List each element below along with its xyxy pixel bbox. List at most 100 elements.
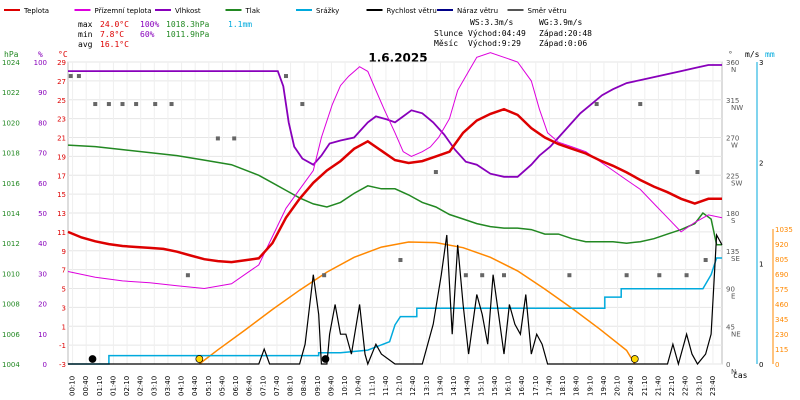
hpa-tick-label: 1016 — [2, 180, 20, 188]
axes: 1024102210201018101610141012101010081006… — [2, 59, 793, 396]
time-tick-label: 12:40 — [409, 376, 417, 396]
time-tick-label: 03:40 — [164, 376, 172, 396]
ms-tick-label: 2 — [759, 160, 763, 168]
mm-tick-label: 690 — [775, 271, 788, 279]
wind-dir-dot — [93, 102, 98, 107]
event-marker — [195, 355, 204, 363]
stat-avg-temp: 16.1°C — [100, 40, 129, 49]
pct-unit: % — [38, 50, 43, 59]
dir-name-label: NW — [731, 104, 743, 112]
wind-speed-line — [68, 232, 723, 367]
celsius-tick-label: 27 — [57, 78, 66, 86]
time-tick-label: 23:10 — [695, 376, 703, 396]
plot-grid — [67, 61, 723, 365]
dir-name-label: SE — [731, 255, 740, 263]
markers — [68, 74, 708, 363]
event-marker — [321, 355, 330, 363]
dir-tick-label: 225 — [726, 172, 739, 180]
stat-rain-total: 1.1mm — [228, 20, 252, 29]
celsius-tick-label: -3 — [59, 361, 66, 369]
ms-unit: m/s — [745, 50, 760, 59]
time-tick-label: 05:10 — [205, 376, 213, 396]
stat-min-press: 1011.9hPa — [166, 30, 210, 39]
sunrise-text: Východ:04:49 — [468, 29, 526, 38]
stat-max-temp: 24.0°C — [100, 20, 129, 29]
x-axis-label: čas — [733, 370, 748, 380]
hpa-tick-label: 1010 — [2, 270, 20, 278]
time-tick-label: 04:10 — [178, 376, 186, 396]
time-tick-label: 04:40 — [191, 376, 199, 396]
time-tick-label: 22:40 — [682, 376, 690, 396]
wind-dir-dot — [134, 102, 139, 107]
time-tick-label: 09:40 — [327, 376, 335, 396]
dir-name-label: E — [731, 293, 735, 301]
wind-speed-info: WS:3.3m/s — [470, 18, 514, 27]
wind-dir-dot — [703, 258, 708, 263]
wind-dir-dot — [215, 136, 220, 141]
moon-label: Měsíc — [434, 39, 458, 48]
hpa-tick-label: 1018 — [2, 150, 20, 158]
time-tick-label: 16:10 — [505, 376, 513, 396]
hpa-tick-label: 1020 — [2, 119, 20, 127]
celsius-tick-label: 7 — [62, 267, 66, 275]
celsius-tick-label: 9 — [62, 248, 66, 256]
wind-dir-dot — [638, 102, 643, 107]
time-tick-label: 16:40 — [518, 376, 526, 396]
dir-name-label: NE — [731, 330, 741, 338]
legend-label: Náraz větru — [457, 7, 498, 15]
time-tick-label: 13:10 — [423, 376, 431, 396]
pct-tick-label: 60 — [38, 180, 47, 188]
ms-tick-label: 3 — [759, 59, 763, 67]
ms-tick-label: 0 — [759, 361, 763, 369]
time-tick-label: 05:40 — [218, 376, 226, 396]
celsius-tick-label: 15 — [57, 191, 66, 199]
mm-tick-label: 0 — [775, 361, 779, 369]
dir-tick-label: 90 — [726, 286, 735, 294]
stat-avg-label: avg — [78, 40, 93, 49]
celsius-tick-label: 1 — [62, 323, 66, 331]
mm-tick-label: 1035 — [775, 226, 793, 234]
celsius-unit: °C — [58, 50, 68, 59]
time-tick-label: 14:10 — [450, 376, 458, 396]
time-tick-label: 17:40 — [545, 376, 553, 396]
celsius-tick-label: 5 — [62, 286, 66, 294]
dir-tick-label: 315 — [726, 97, 739, 105]
legend: Teplota Přízemní teplota Vlhkost Tlak Srážky… — [4, 7, 567, 15]
ms-tick-label: 1 — [759, 260, 763, 268]
time-tick-label: 22:10 — [668, 376, 676, 396]
dir-tick-label: 45 — [726, 323, 735, 331]
dir-name-label: W — [731, 142, 738, 150]
time-tick-label: 07:10 — [259, 376, 267, 396]
time-tick-label: 08:40 — [300, 376, 308, 396]
stats-block: max 24.0°C 100% 1018.3hPa 1.1mm min 7.8°… — [78, 20, 252, 49]
time-tick-label: 07:40 — [273, 376, 281, 396]
wind-dir-dot — [284, 74, 288, 79]
time-tick-label: 11:10 — [368, 376, 376, 396]
pct-tick-label: 30 — [38, 270, 47, 278]
time-tick-label: 14:40 — [464, 376, 472, 396]
series — [67, 52, 723, 367]
mm-tick-label: 920 — [775, 241, 788, 249]
dir-name-label: S — [731, 217, 736, 225]
time-tick-label: 01:10 — [96, 376, 104, 396]
hpa-unit: hPa — [4, 50, 19, 59]
stat-max-label: max — [78, 20, 93, 29]
pressure-line — [67, 144, 722, 246]
wind-dir-dot — [68, 74, 73, 79]
hpa-tick-label: 1004 — [2, 361, 20, 369]
temperature-line — [67, 107, 722, 264]
wind-dir-dot — [76, 74, 81, 79]
celsius-tick-label: 25 — [57, 97, 66, 105]
mm-tick-label: 115 — [775, 346, 788, 354]
wind-dir-dot — [695, 170, 700, 175]
celsius-tick-label: 3 — [62, 304, 66, 312]
time-tick-label: 19:40 — [600, 376, 608, 396]
time-tick-label: 01:40 — [109, 376, 117, 396]
time-tick-label: 06:40 — [246, 376, 254, 396]
dir-name-label: SW — [731, 179, 742, 187]
celsius-tick-label: 23 — [57, 116, 66, 124]
time-tick-label: 15:40 — [491, 376, 499, 396]
wind-dir-dot — [169, 102, 174, 107]
hpa-tick-label: 1008 — [2, 301, 20, 309]
celsius-tick-label: 19 — [57, 153, 66, 161]
